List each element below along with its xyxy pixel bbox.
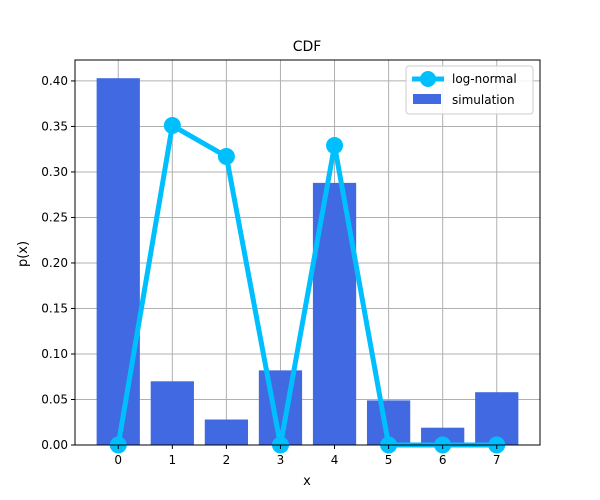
- x-tick-label: 7: [493, 453, 501, 467]
- point-log-normal-2: [217, 147, 235, 165]
- x-tick-label: 3: [277, 453, 285, 467]
- x-tick-label: 1: [169, 453, 177, 467]
- y-tick-label: 0.40: [41, 74, 68, 88]
- legend-label-simulation: simulation: [452, 93, 515, 107]
- y-tick-label: 0.25: [41, 210, 68, 224]
- y-tick-label: 0.00: [41, 438, 68, 452]
- bar-simulation-6: [421, 427, 465, 445]
- legend-bar-swatch: [413, 94, 441, 104]
- bar-simulation-0: [96, 78, 140, 445]
- y-tick-label: 0.05: [41, 392, 68, 406]
- y-tick-label: 0.10: [41, 347, 68, 361]
- ticks-layer: 0 1 2 3 4 5 6 7 0.00 0.05 0.10 0.15 0.20 0.25 0.30 0.35…: [41, 74, 500, 467]
- y-tick-label: 0.20: [41, 256, 68, 270]
- point-log-normal-1: [163, 117, 181, 135]
- y-tick-label: 0.30: [41, 165, 68, 179]
- bars-layer: [96, 78, 519, 445]
- legend: log-normal simulation: [405, 65, 534, 115]
- x-tick-label: 6: [439, 453, 447, 467]
- x-tick-label: 2: [223, 453, 231, 467]
- bar-simulation-1: [150, 381, 194, 445]
- bar-simulation-2: [204, 419, 249, 445]
- x-tick-label: 4: [331, 453, 339, 467]
- y-tick-label: 0.15: [41, 301, 68, 315]
- x-tick-label: 5: [385, 453, 393, 467]
- x-tick-label: 0: [114, 453, 122, 467]
- legend-label-log-normal: log-normal: [452, 72, 517, 86]
- y-axis-label: p(x): [16, 241, 31, 267]
- legend-marker-swatch: [420, 71, 436, 87]
- plot-frame: [74, 59, 541, 446]
- grid-layer: [75, 60, 540, 446]
- point-log-normal-4: [326, 137, 344, 155]
- x-axis-label: x: [303, 474, 311, 489]
- chart-title: CDF: [293, 39, 322, 55]
- bar-simulation-7: [475, 392, 519, 445]
- y-tick-label: 0.35: [41, 119, 68, 133]
